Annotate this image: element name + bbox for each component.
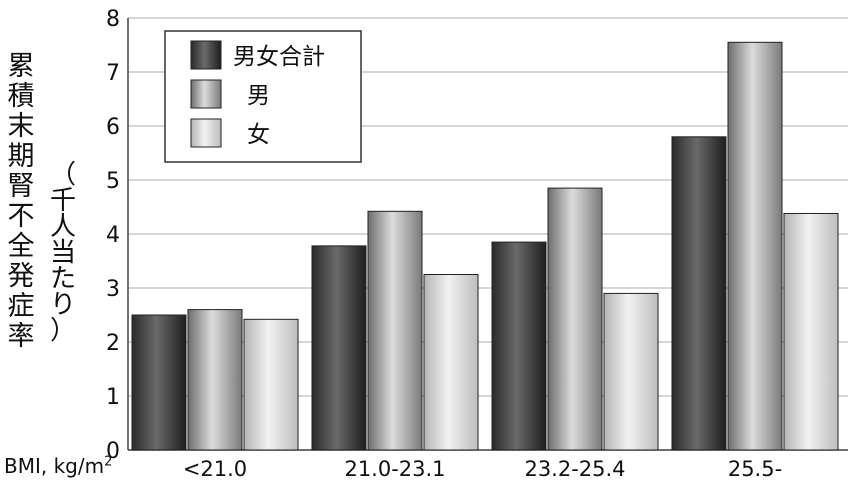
y-axis-label-char: 累 xyxy=(7,51,35,82)
y-axis-unit-char: 千 xyxy=(49,186,76,216)
bar xyxy=(187,309,243,451)
bar xyxy=(423,274,479,451)
y-axis-label-char: 期 xyxy=(7,141,35,172)
y-tick-label: 4 xyxy=(106,223,120,248)
y-axis-unit-char: た xyxy=(49,264,76,294)
x-axis-title-superscript: 2 xyxy=(104,454,113,470)
y-tick-label: 8 xyxy=(106,7,120,32)
tick-labels: 0 1 2 3 4 5 6 7 8 <21.0 21.0-23.1 23.2-25.4 25.5- xyxy=(106,7,782,481)
x-tick-label: <21.0 xyxy=(183,457,247,481)
bar xyxy=(547,187,603,451)
y-axis-label-char: 末 xyxy=(7,111,35,142)
x-tick-label: 21.0-23.1 xyxy=(344,457,445,481)
x-tick-label: 23.2-25.4 xyxy=(524,457,625,481)
legend-label: 女 xyxy=(247,122,270,148)
y-tick-label: 7 xyxy=(106,61,120,86)
y-tick-label: 5 xyxy=(106,169,120,194)
y-axis-unit-char: り xyxy=(49,290,76,320)
y-axis-label-char: 発 xyxy=(7,261,35,292)
y-axis-unit-char: （ xyxy=(49,160,76,190)
y-axis-label-char: 腎 xyxy=(7,171,35,202)
y-tick-label: 6 xyxy=(106,115,120,140)
legend-swatch xyxy=(190,118,222,148)
y-axis-unit-label: （千人当たり） xyxy=(46,162,80,344)
x-axis-title-text: BMI, kg/m xyxy=(4,454,105,478)
x-axis-title: BMI, kg/m2 xyxy=(4,454,112,478)
y-tick-label: 3 xyxy=(106,277,120,302)
y-tick-label: 0 xyxy=(106,439,120,464)
bar xyxy=(671,136,727,451)
y-axis-label-char: 積 xyxy=(7,81,35,112)
y-axis-unit-char: 当 xyxy=(49,238,76,268)
y-axis-label-char: 不 xyxy=(7,201,35,232)
bar xyxy=(783,212,839,451)
legend-label: 男女合計 xyxy=(233,44,325,70)
y-axis-label: 累積末期腎不全発症率 xyxy=(4,52,38,352)
legend-label: 男 xyxy=(247,83,270,109)
legend-swatch xyxy=(190,79,222,109)
bar xyxy=(491,241,547,451)
y-tick-label: 2 xyxy=(106,331,120,356)
legend-swatch xyxy=(190,40,222,70)
bar xyxy=(603,292,659,451)
y-axis-label-char: 全 xyxy=(7,231,35,262)
bar xyxy=(243,318,299,451)
y-axis-unit-char: ） xyxy=(49,316,76,346)
bar xyxy=(131,314,187,451)
bar xyxy=(727,41,783,451)
bar xyxy=(367,210,423,451)
bars xyxy=(131,41,839,451)
y-tick-label: 1 xyxy=(106,385,120,410)
y-axis-label-char: 症 xyxy=(7,291,35,322)
bar xyxy=(311,245,367,451)
y-axis-label-char: 率 xyxy=(7,321,35,352)
x-tick-label: 25.5- xyxy=(728,457,782,481)
y-axis-unit-char: 人 xyxy=(49,212,76,242)
